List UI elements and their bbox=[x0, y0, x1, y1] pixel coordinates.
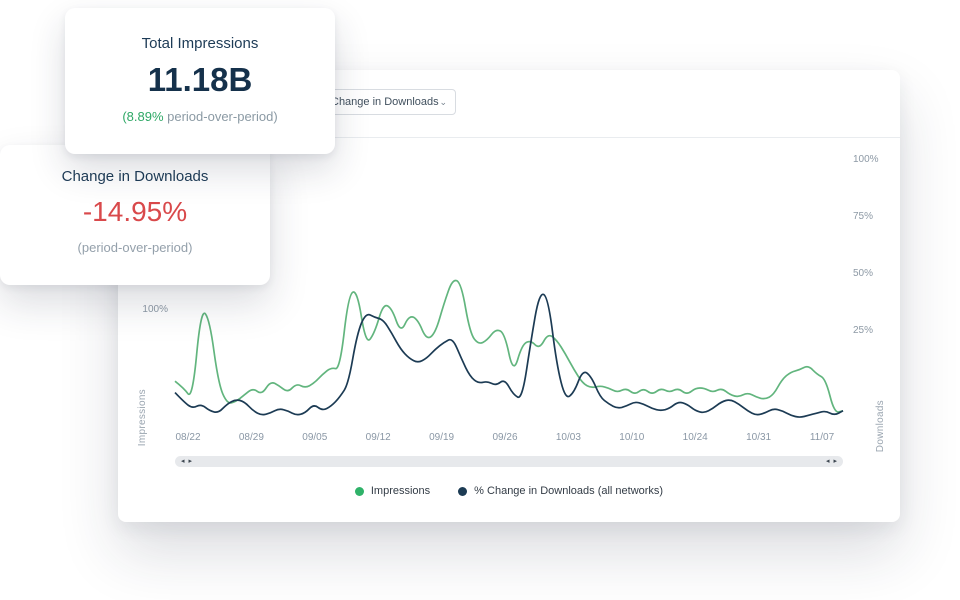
chart-svg bbox=[174, 279, 844, 418]
change-in-downloads-value: -14.95% bbox=[82, 196, 188, 227]
scroll-left-icon[interactable]: ◂ bbox=[181, 458, 185, 465]
series-line-1 bbox=[174, 293, 844, 418]
legend-dot bbox=[458, 486, 468, 496]
legend-item[interactable]: Impressions bbox=[354, 485, 431, 497]
left-axis-tick: 100% bbox=[142, 304, 168, 315]
x-axis-tick: 09/12 bbox=[365, 432, 391, 443]
metric-dropdown[interactable]: Change in Downloads ⌄ bbox=[322, 89, 456, 115]
chart-legend: Impressions % Change in Downloads (all ne… bbox=[118, 485, 900, 497]
legend-dot bbox=[354, 486, 364, 496]
left-axis-label: Impressions bbox=[137, 388, 148, 446]
total-impressions-title: Total Impressions bbox=[141, 35, 259, 52]
scrollbar-right-arrows: ◂ ▸ bbox=[826, 456, 837, 467]
total-impressions-delta: (8.89% period-over-period) bbox=[65, 109, 335, 124]
delta-percent: (8.89% bbox=[122, 109, 164, 124]
total-impressions-value: 11.18B bbox=[147, 61, 253, 98]
delta-period-text: period-over-period) bbox=[163, 109, 278, 124]
scroll-right-icon[interactable]: ▸ bbox=[833, 458, 837, 465]
change-in-downloads-title: Change in Downloads bbox=[61, 168, 209, 185]
scrollbar-left-arrows: ◂ ▸ bbox=[181, 456, 192, 467]
toolbar-divider bbox=[118, 137, 900, 138]
scroll-right-icon[interactable]: ▸ bbox=[188, 458, 193, 465]
right-axis-tick: 75% bbox=[853, 211, 874, 222]
chevron-down-icon: ⌄ bbox=[439, 96, 447, 107]
line-chart: 100% Impressions 100% 75% 50% 25% Downloads bbox=[137, 150, 886, 452]
right-axis-tick: 50% bbox=[853, 268, 874, 279]
series-line-0 bbox=[174, 279, 844, 413]
change-in-downloads-card: Change in Downloads -14.95% (period-over… bbox=[0, 145, 270, 285]
x-axis-tick: 10/03 bbox=[555, 432, 581, 443]
chart-scrollbar[interactable]: ◂ ▸ ◂ ▸ bbox=[175, 456, 843, 467]
metric-dropdown-value: Change in Downloads bbox=[331, 96, 439, 108]
legend-label: Impressions bbox=[370, 485, 431, 497]
x-axis-tick: 09/05 bbox=[302, 432, 328, 443]
legend-item[interactable]: % Change in Downloads (all networks) bbox=[458, 485, 663, 497]
right-axis-ticks: 100% 75% 50% 25% bbox=[853, 150, 895, 440]
x-axis-tick: 11/07 bbox=[809, 432, 835, 443]
x-axis-tick: 09/19 bbox=[429, 432, 455, 443]
x-axis-tick: 10/10 bbox=[619, 432, 645, 443]
scroll-left-icon[interactable]: ◂ bbox=[825, 458, 830, 465]
legend-label: % Change in Downloads (all networks) bbox=[474, 485, 664, 497]
x-axis-tick: 08/22 bbox=[175, 432, 201, 443]
right-axis-label: Downloads bbox=[875, 399, 886, 452]
right-axis-tick: 100% bbox=[853, 154, 879, 165]
total-impressions-card: Total Impressions 11.18B (8.89% period-o… bbox=[65, 8, 335, 154]
x-axis-tick: 09/26 bbox=[492, 432, 518, 443]
x-axis-tick: 08/29 bbox=[238, 432, 264, 443]
change-in-downloads-subtitle: (period-over-period) bbox=[77, 240, 193, 255]
x-axis-tick: 10/24 bbox=[682, 432, 708, 443]
right-axis-tick: 25% bbox=[853, 325, 874, 336]
x-axis: 08/22 08/29 09/05 09/12 09/19 09/26 10/03 10/10… bbox=[175, 432, 843, 446]
x-axis-tick: 10/31 bbox=[746, 432, 772, 443]
